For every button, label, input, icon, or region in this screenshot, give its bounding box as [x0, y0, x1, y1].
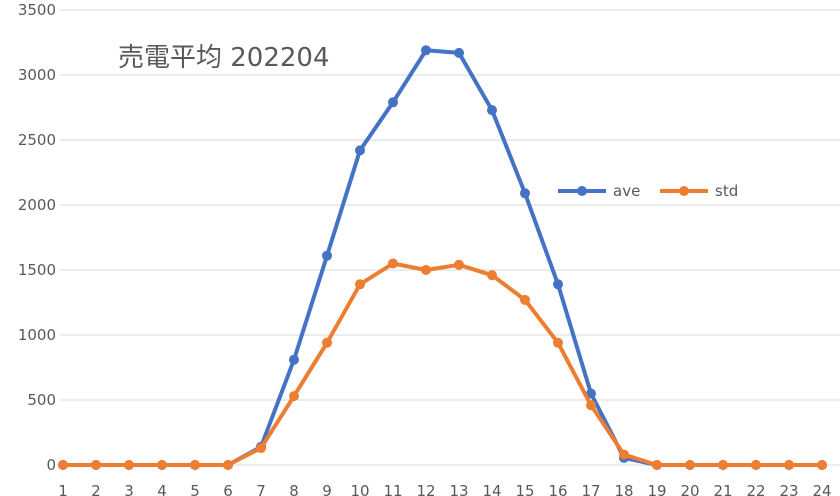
data-point-std [256, 443, 266, 454]
x-tick-label: 21 [713, 482, 732, 496]
y-tick-label: 1000 [18, 326, 56, 344]
data-point-std [718, 460, 728, 470]
series-ave [58, 45, 827, 470]
x-tick-label: 24 [812, 482, 831, 496]
data-point-std [355, 279, 365, 290]
y-tick-label: 0 [46, 456, 56, 474]
series-line-std [61, 261, 824, 467]
data-point-ave [487, 105, 497, 116]
data-point-std [190, 460, 200, 470]
data-point-ave [421, 45, 431, 56]
x-tick-label: 4 [157, 482, 167, 496]
y-tick-label: 2500 [18, 131, 56, 149]
legend-marker [577, 186, 587, 196]
x-tick-label: 16 [548, 482, 567, 496]
legend-item-std: std [660, 182, 738, 200]
y-axis-ticks: 0 500 1000 1500 2000 2500 3000 3500 [18, 1, 56, 474]
data-point-ave [388, 97, 398, 108]
series-line-ave [61, 48, 824, 467]
data-point-std [784, 460, 794, 470]
data-point-std [157, 460, 167, 470]
x-tick-label: 20 [680, 482, 699, 496]
data-point-ave [289, 354, 299, 365]
x-tick-label: 13 [449, 482, 468, 496]
data-point-std [124, 460, 134, 470]
x-axis-ticks: 1 2 3 4 5 6 7 8 9 10 11 12 13 14 15 16 17 18 19 20 21 22 23 24 [58, 482, 831, 496]
data-point-std [553, 337, 563, 348]
x-tick-label: 7 [256, 482, 266, 496]
x-tick-label: 17 [581, 482, 600, 496]
data-point-std [586, 400, 596, 411]
legend-item-ave: ave [558, 182, 640, 200]
y-tick-label: 2000 [18, 196, 56, 214]
x-tick-label: 5 [190, 482, 200, 496]
x-tick-label: 12 [416, 482, 435, 496]
x-tick-label: 1 [58, 482, 68, 496]
data-point-ave [454, 47, 464, 58]
y-tick-label: 1500 [18, 261, 56, 279]
data-point-std [289, 391, 299, 402]
data-point-std [223, 460, 233, 470]
series-lines [58, 45, 827, 470]
y-tick-label: 3000 [18, 66, 56, 84]
data-point-std [751, 460, 761, 470]
x-tick-label: 19 [647, 482, 666, 496]
x-tick-label: 10 [350, 482, 369, 496]
legend-label: std [715, 182, 738, 200]
y-tick-label: 500 [27, 391, 56, 409]
legend-label: ave [613, 182, 640, 200]
y-tick-label: 3500 [18, 1, 56, 19]
gridlines [60, 9, 840, 466]
data-point-ave [520, 188, 530, 199]
data-point-std [58, 460, 68, 470]
data-point-std [520, 294, 530, 305]
data-point-std [487, 270, 497, 281]
x-tick-label: 2 [91, 482, 101, 496]
data-point-ave [586, 388, 596, 399]
x-tick-label: 9 [322, 482, 332, 496]
chart-title: 売電平均 202204 [118, 43, 330, 73]
x-tick-label: 8 [289, 482, 299, 496]
x-tick-label: 14 [482, 482, 501, 496]
data-point-std [619, 449, 629, 460]
x-tick-label: 15 [515, 482, 534, 496]
x-tick-label: 22 [746, 482, 765, 496]
x-tick-label: 23 [779, 482, 798, 496]
data-point-std [91, 460, 101, 470]
data-point-std [322, 337, 332, 348]
legend-marker [679, 186, 689, 196]
data-point-ave [322, 250, 332, 261]
data-point-std [421, 265, 431, 275]
x-tick-label: 6 [223, 482, 233, 496]
legend: ave std [558, 182, 738, 200]
data-point-std [652, 460, 662, 470]
data-point-std [685, 460, 695, 470]
data-point-std [454, 259, 464, 270]
x-tick-label: 3 [124, 482, 134, 496]
data-point-ave [553, 279, 563, 290]
data-point-std [388, 258, 398, 269]
x-tick-label: 11 [383, 482, 402, 496]
series-std [58, 258, 827, 470]
data-point-std [817, 460, 827, 470]
data-point-ave [355, 145, 365, 156]
x-tick-label: 18 [614, 482, 633, 496]
